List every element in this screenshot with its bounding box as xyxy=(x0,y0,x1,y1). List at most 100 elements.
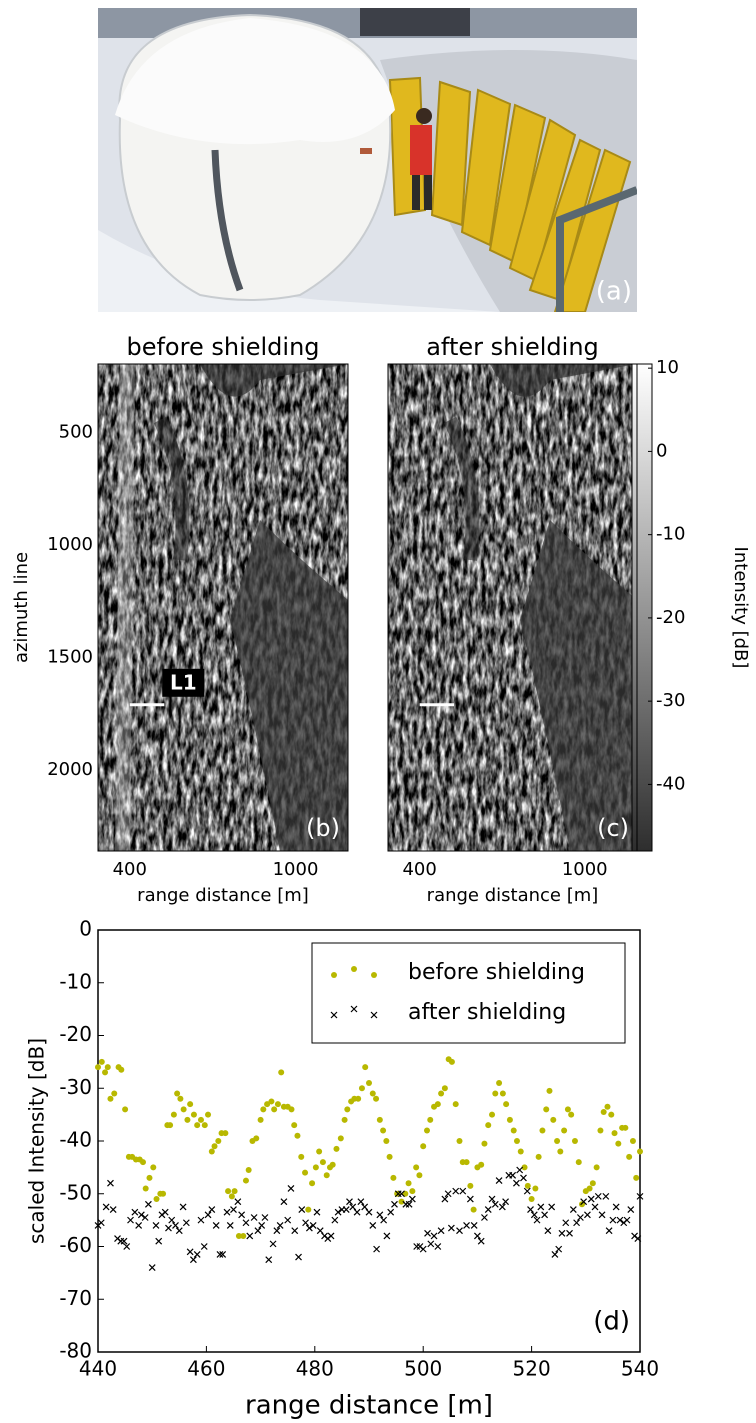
point xyxy=(386,1153,393,1160)
point xyxy=(589,1180,596,1187)
point xyxy=(634,1235,642,1243)
point xyxy=(554,1138,561,1144)
point xyxy=(161,1208,169,1216)
point xyxy=(478,1161,485,1168)
point xyxy=(517,1148,524,1155)
y-axis-label: azimuth line xyxy=(11,552,32,663)
point xyxy=(137,1211,145,1219)
point xyxy=(186,1248,194,1256)
point xyxy=(309,1180,316,1187)
panel-label: (c) xyxy=(597,814,629,842)
chart-title: before shielding xyxy=(126,333,319,361)
point xyxy=(291,1122,298,1129)
point xyxy=(555,1245,563,1253)
point xyxy=(604,1103,611,1110)
point xyxy=(168,1216,176,1224)
point xyxy=(580,1198,588,1206)
point xyxy=(313,1208,321,1216)
point xyxy=(187,1101,194,1108)
point xyxy=(380,1127,387,1134)
point xyxy=(337,1135,344,1142)
point xyxy=(623,1216,631,1224)
point xyxy=(284,1216,292,1224)
point xyxy=(280,1198,288,1206)
colorbar-tick-label: 10 xyxy=(656,357,679,378)
legend-marker xyxy=(351,966,357,972)
point xyxy=(331,1216,339,1224)
point xyxy=(230,1206,237,1213)
point xyxy=(122,1106,129,1113)
colorbar-tick-label: 0 xyxy=(656,440,667,461)
legend-box xyxy=(311,942,626,1044)
point xyxy=(165,1224,172,1232)
point xyxy=(473,1232,481,1240)
point xyxy=(319,1159,326,1166)
point xyxy=(182,1219,190,1227)
point xyxy=(309,1221,317,1229)
point xyxy=(342,1206,350,1213)
point xyxy=(533,1216,541,1224)
x-tick-label: 460 xyxy=(187,1357,225,1381)
point xyxy=(111,1090,118,1097)
point xyxy=(568,1111,575,1118)
point xyxy=(394,1190,401,1197)
point xyxy=(278,1069,285,1076)
point xyxy=(524,1182,531,1189)
point xyxy=(98,1058,105,1065)
point xyxy=(615,1140,622,1147)
point xyxy=(274,1101,281,1108)
point xyxy=(261,1214,269,1221)
point xyxy=(463,1221,470,1229)
point xyxy=(516,1166,524,1174)
point xyxy=(456,1227,463,1235)
point xyxy=(611,1130,618,1137)
point xyxy=(341,1116,348,1123)
legend-marker xyxy=(331,972,337,978)
point xyxy=(170,1111,177,1118)
y-tick-label: -10 xyxy=(59,969,92,993)
point xyxy=(605,1227,613,1235)
plot-frame xyxy=(97,363,349,852)
x-tick-label: 1000 xyxy=(273,859,319,880)
radar-image xyxy=(388,364,637,851)
point xyxy=(616,1216,624,1224)
point xyxy=(408,1195,416,1203)
point xyxy=(153,1196,160,1203)
y-tick-label: 1500 xyxy=(47,647,93,668)
point xyxy=(366,1079,372,1086)
point xyxy=(409,1188,416,1195)
y-tick-label: 500 xyxy=(59,422,93,443)
point xyxy=(521,1164,528,1171)
point xyxy=(626,1153,633,1160)
point xyxy=(470,1206,477,1213)
point xyxy=(95,1064,101,1071)
point xyxy=(579,1201,586,1208)
point xyxy=(441,1085,448,1092)
point xyxy=(506,1116,513,1123)
point xyxy=(498,1203,506,1211)
point xyxy=(447,1224,455,1232)
point xyxy=(117,1237,125,1245)
point xyxy=(571,1138,578,1144)
point xyxy=(323,1172,330,1179)
point xyxy=(167,1122,174,1129)
point xyxy=(466,1195,474,1203)
point xyxy=(205,1111,212,1118)
point xyxy=(523,1187,531,1195)
panel-label: (a) xyxy=(596,277,632,307)
x-axis-label: range distance [m] xyxy=(427,885,599,906)
point xyxy=(598,1211,606,1219)
point xyxy=(558,1229,566,1237)
point xyxy=(355,1095,362,1102)
x-axis-label: range distance [m] xyxy=(137,885,309,906)
photo xyxy=(98,8,637,312)
point xyxy=(557,1148,564,1155)
colorbar-tick-label: -10 xyxy=(656,524,685,545)
point xyxy=(509,1171,517,1179)
point xyxy=(177,1095,184,1102)
point xyxy=(489,1111,496,1118)
point xyxy=(346,1198,353,1206)
point xyxy=(636,1192,644,1200)
point xyxy=(257,1116,264,1123)
